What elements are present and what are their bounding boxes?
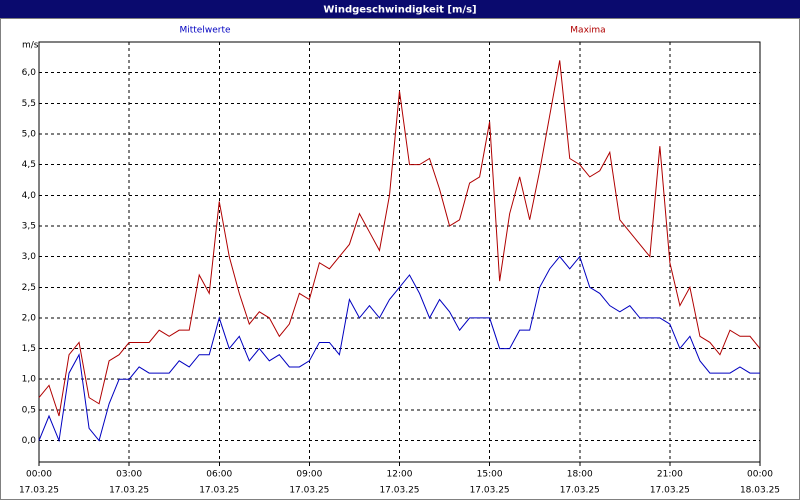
x-tick-label: 03:00 <box>116 470 142 480</box>
x-tick-date: 18.03.25 <box>740 486 780 496</box>
x-tick-date: 17.03.25 <box>650 486 690 496</box>
x-tick-date: 17.03.25 <box>109 486 149 496</box>
x-tick-date: 17.03.25 <box>560 486 600 496</box>
y-tick-label: 3,0 <box>22 252 37 262</box>
y-tick-label: 2,5 <box>22 283 36 293</box>
x-tick-label: 09:00 <box>296 470 322 480</box>
x-tick-date: 17.03.25 <box>379 486 419 496</box>
x-tick-label: 21:00 <box>657 470 683 480</box>
y-tick-label: 0,5 <box>22 405 36 415</box>
data-line <box>38 60 761 417</box>
x-tick-label: 12:00 <box>387 470 413 480</box>
y-tick-label: 4,5 <box>22 160 36 170</box>
y-tick-label: 4,0 <box>22 191 37 201</box>
y-unit-label: m/s <box>22 41 39 51</box>
x-tick-label: 06:00 <box>206 470 232 480</box>
plot-frame <box>38 41 761 463</box>
y-tick-label: 6,0 <box>22 68 37 78</box>
x-tick-date: 17.03.25 <box>470 486 510 496</box>
x-tick-date: 17.03.25 <box>289 486 329 496</box>
y-tick-label: 1,5 <box>22 344 36 354</box>
x-tick-label: 18:00 <box>567 470 593 480</box>
chart-title: Windgeschwindigkeit [m/s] <box>323 5 476 16</box>
data-line <box>38 255 760 443</box>
legend-label: Mittelwerte <box>179 26 230 36</box>
y-tick-label: 5,5 <box>22 99 36 109</box>
y-tick-label: 5,0 <box>22 129 37 139</box>
x-tick-label: 15:00 <box>477 470 503 480</box>
y-tick-label: 3,5 <box>22 221 36 231</box>
legend-label: Maxima <box>570 26 605 36</box>
title-bar <box>0 0 800 18</box>
x-tick-label: 00:00 <box>26 470 52 480</box>
x-tick-date: 17.03.25 <box>19 486 59 496</box>
x-tick-label: 00:00 <box>747 470 773 480</box>
y-tick-label: 0,0 <box>22 436 37 446</box>
y-tick-label: 1,0 <box>22 375 37 385</box>
y-tick-label: 2,0 <box>22 313 37 323</box>
x-tick-date: 17.03.25 <box>199 486 239 496</box>
